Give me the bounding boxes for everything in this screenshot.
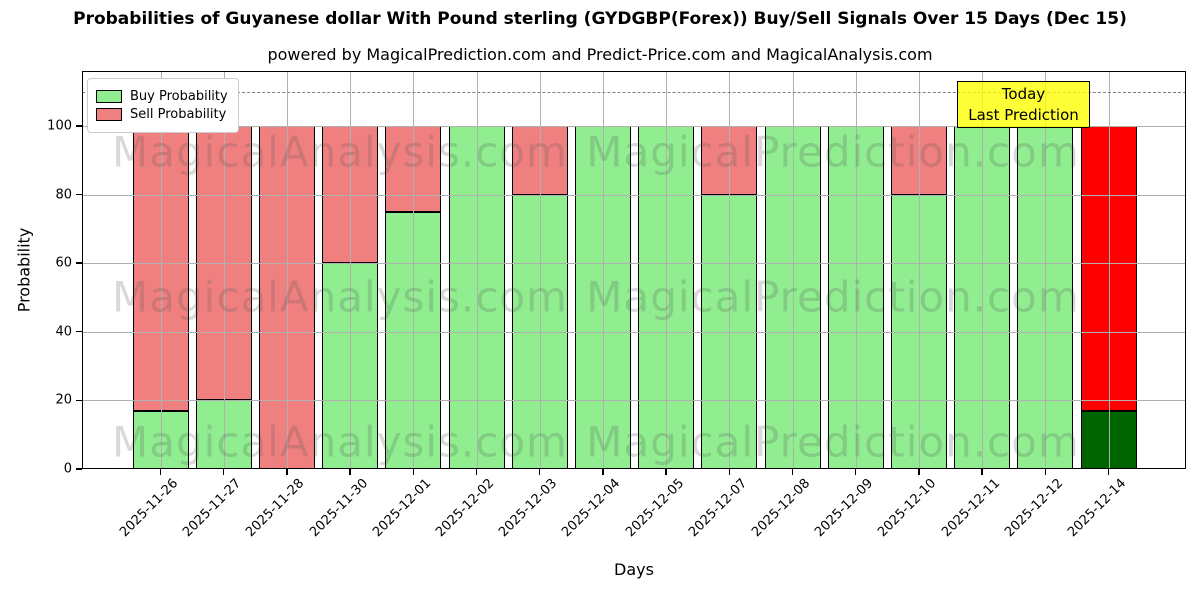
x-tick-label: 2025-12-08 bbox=[749, 476, 814, 541]
x-tick-label: 2025-11-27 bbox=[180, 476, 245, 541]
legend-row-sell: Sell Probability bbox=[96, 107, 228, 122]
v-gridline bbox=[729, 71, 731, 469]
x-tick-mark bbox=[981, 469, 983, 475]
v-gridline bbox=[1045, 71, 1047, 469]
v-gridline bbox=[539, 71, 541, 469]
h-gridline bbox=[82, 194, 1186, 196]
v-gridline bbox=[413, 71, 415, 469]
y-tick-label: 40 bbox=[55, 324, 72, 340]
y-tick-mark bbox=[76, 125, 82, 127]
v-gridline bbox=[855, 71, 857, 469]
y-tick-label: 0 bbox=[63, 461, 72, 477]
today-annotation-line2: Last Prediction bbox=[968, 105, 1079, 124]
h-gridline bbox=[82, 263, 1186, 265]
x-tick-mark bbox=[791, 469, 794, 475]
x-tick-mark bbox=[159, 469, 162, 475]
x-tick-mark bbox=[475, 469, 478, 475]
chart-subtitle: powered by MagicalPrediction.com and Pre… bbox=[267, 45, 933, 64]
v-gridline bbox=[286, 71, 288, 469]
v-gridline bbox=[792, 71, 794, 469]
h-gridline bbox=[82, 400, 1186, 402]
buy-swatch-icon bbox=[96, 90, 122, 103]
v-gridline bbox=[666, 71, 668, 469]
x-tick-mark bbox=[539, 469, 541, 475]
dashed-guide-line bbox=[82, 91, 1186, 93]
watermark-text: MagicalAnalysis.com bbox=[112, 272, 568, 322]
x-tick-mark bbox=[1107, 469, 1110, 475]
watermark-text: MagicalPrediction.com bbox=[586, 417, 1080, 467]
y-tick-mark bbox=[76, 193, 82, 196]
v-gridline bbox=[476, 71, 478, 469]
x-tick-mark bbox=[286, 469, 288, 475]
chart-title: Probabilities of Guyanese dollar With Po… bbox=[73, 9, 1127, 29]
y-tick-mark bbox=[76, 262, 82, 264]
x-tick-mark bbox=[602, 469, 604, 475]
y-axis-title: Probability bbox=[14, 227, 34, 313]
y-tick-label: 100 bbox=[47, 118, 72, 134]
x-tick-label: 2025-12-10 bbox=[875, 476, 940, 541]
x-tick-label: 2025-12-01 bbox=[369, 476, 434, 541]
x-tick-label: 2025-12-14 bbox=[1065, 476, 1130, 541]
legend-label-sell: Sell Probability bbox=[130, 107, 227, 122]
y-tick-label: 60 bbox=[55, 255, 72, 271]
legend-row-buy: Buy Probability bbox=[96, 89, 228, 104]
y-tick-label: 80 bbox=[55, 187, 72, 203]
x-tick-label: 2025-12-04 bbox=[559, 476, 624, 541]
y-tick-mark bbox=[76, 331, 82, 333]
x-tick-label: 2025-11-30 bbox=[306, 476, 371, 541]
x-tick-label: 2025-12-11 bbox=[938, 476, 1003, 541]
v-gridline bbox=[1108, 71, 1110, 469]
x-tick-mark bbox=[223, 469, 225, 475]
x-tick-mark bbox=[918, 469, 920, 475]
sell-swatch-icon bbox=[96, 108, 122, 121]
v-gridline bbox=[982, 71, 984, 469]
today-annotation-line1: Today bbox=[1001, 84, 1046, 103]
x-tick-label: 2025-12-05 bbox=[622, 476, 687, 541]
x-tick-label: 2025-12-09 bbox=[812, 476, 877, 541]
x-tick-label: 2025-12-12 bbox=[1001, 476, 1066, 541]
v-gridline bbox=[350, 71, 352, 469]
x-tick-mark bbox=[349, 469, 351, 475]
y-tick-mark bbox=[76, 399, 82, 402]
x-tick-label: 2025-11-28 bbox=[243, 476, 308, 541]
v-gridline bbox=[160, 71, 162, 469]
x-tick-label: 2025-11-26 bbox=[117, 476, 182, 541]
v-gridline bbox=[918, 71, 920, 469]
watermark-text: MagicalAnalysis.com bbox=[112, 127, 568, 177]
today-annotation-box: Today Last Prediction bbox=[957, 81, 1090, 128]
x-axis-title: Days bbox=[614, 560, 654, 579]
x-tick-mark bbox=[412, 469, 414, 475]
y-tick-label: 20 bbox=[55, 392, 72, 408]
h-gridline bbox=[82, 331, 1186, 333]
y-tick-mark bbox=[76, 468, 82, 470]
watermark-text: MagicalAnalysis.com bbox=[112, 417, 568, 467]
watermark-text: MagicalPrediction.com bbox=[586, 272, 1080, 322]
x-tick-mark bbox=[1044, 469, 1046, 475]
v-gridline bbox=[602, 71, 604, 469]
legend-label-buy: Buy Probability bbox=[130, 89, 228, 104]
x-tick-label: 2025-12-03 bbox=[496, 476, 561, 541]
x-tick-mark bbox=[728, 469, 730, 475]
plot-area: MagicalAnalysis.com MagicalPrediction.com… bbox=[82, 71, 1186, 469]
watermark-text: MagicalPrediction.com bbox=[586, 127, 1080, 177]
v-gridline bbox=[223, 71, 225, 469]
x-tick-label: 2025-12-07 bbox=[685, 476, 750, 541]
x-tick-mark bbox=[855, 469, 857, 475]
x-tick-label: 2025-12-02 bbox=[433, 476, 498, 541]
x-tick-mark bbox=[665, 469, 667, 475]
h-gridline bbox=[82, 125, 1186, 127]
legend: Buy Probability Sell Probability bbox=[87, 78, 239, 133]
